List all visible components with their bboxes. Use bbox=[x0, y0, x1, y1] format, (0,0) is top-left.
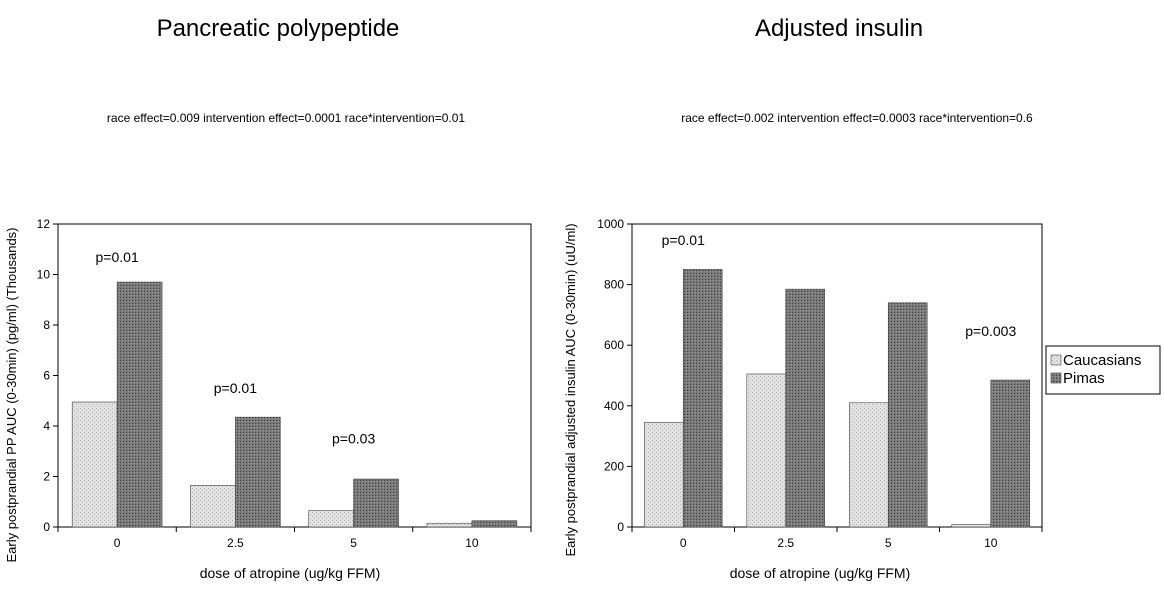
chart1-x-tick-label: 0 bbox=[114, 536, 121, 550]
chart2-bar-caucasians-0 bbox=[643, 422, 684, 528]
chart1-y-tick-label: 4 bbox=[43, 419, 50, 433]
chart2-plot: 0 200 400 600 800 1000 0 2.5 5 10 p=0.01 p=0.003 bbox=[597, 217, 1043, 550]
chart1-bar-caucasians-2.5 bbox=[190, 485, 236, 528]
chart2-x-tick-label: 5 bbox=[885, 536, 892, 550]
chart1-bar-pimas-2.5 bbox=[235, 416, 281, 528]
chart2-bar-caucasians-5 bbox=[848, 402, 889, 528]
chart2-title: Adjusted insulin bbox=[755, 15, 923, 42]
chart2-bar-pimas-10 bbox=[990, 379, 1031, 528]
chart2-y-tick-label: 1000 bbox=[597, 217, 624, 231]
legend-box bbox=[1045, 345, 1161, 395]
chart1-y-tick-label: 0 bbox=[43, 520, 50, 534]
chart2-bar-caucasians-2.5 bbox=[746, 373, 787, 528]
chart1-x-tick-label: 5 bbox=[350, 536, 357, 550]
chart2-y-tick-label: 800 bbox=[604, 278, 624, 292]
chart1-x-tick-label: 2.5 bbox=[227, 536, 244, 550]
chart2-bar-pimas-2.5 bbox=[785, 288, 826, 528]
chart1-bar-pimas-0 bbox=[116, 281, 163, 528]
chart2-y-axis-label: Early postprandial adjusted insulin AUC … bbox=[563, 223, 578, 556]
chart1-p-value-label: p=0.01 bbox=[96, 249, 139, 265]
chart1-bar-caucasians-10 bbox=[426, 522, 473, 528]
chart2-bar-caucasians-10 bbox=[951, 524, 992, 528]
chart2-x-tick-label: 2.5 bbox=[777, 536, 794, 550]
chart1-y-tick-label: 10 bbox=[37, 268, 51, 282]
chart1-p-value-label: p=0.01 bbox=[214, 380, 257, 396]
chart2-p-value-label: p=0.003 bbox=[965, 323, 1016, 339]
chart1-bar-pimas-10 bbox=[471, 520, 518, 528]
chart1-bar-caucasians-0 bbox=[71, 401, 118, 528]
chart2-bar-pimas-0 bbox=[682, 269, 723, 528]
chart1-y-tick-label: 6 bbox=[43, 369, 50, 383]
chart2-x-tick-label: 10 bbox=[984, 536, 998, 550]
chart1-y-tick-label: 8 bbox=[43, 318, 50, 332]
legend-label-caucasians: Caucasians bbox=[1063, 352, 1141, 369]
chart1-p-value-label: p=0.03 bbox=[332, 431, 375, 447]
chart2-x-tick-label: 0 bbox=[680, 536, 687, 550]
chart1-bar-caucasians-5 bbox=[308, 510, 354, 528]
chart2-y-tick-label: 200 bbox=[604, 459, 624, 473]
chart2-y-tick-label: 0 bbox=[617, 520, 624, 534]
chart1-plot: 0 2 4 6 8 10 12 0 2.5 5 10 p=0.01 p=0.01 p=0.03 bbox=[37, 217, 532, 550]
chart2-stats: race effect=0.002 intervention effect=0.… bbox=[681, 111, 1033, 125]
chart1-title: Pancreatic polypeptide bbox=[157, 15, 400, 42]
chart1-bar-pimas-5 bbox=[353, 478, 399, 528]
chart2-bar-pimas-5 bbox=[887, 302, 928, 528]
chart1-y-axis-label: Early postprandial PP AUC (0-30min) (pg/… bbox=[4, 227, 19, 562]
chart2-x-axis-label: dose of atropine (ug/kg FFM) bbox=[730, 565, 911, 581]
chart1-stats: race effect=0.009 intervention effect=0.… bbox=[107, 111, 465, 125]
legend-swatch-pimas bbox=[1050, 372, 1062, 384]
chart1-y-tick-label: 2 bbox=[43, 470, 50, 484]
legend-swatch-caucasians bbox=[1050, 354, 1062, 366]
chart2-y-tick-label: 600 bbox=[604, 338, 624, 352]
chart1-y-tick-label: 12 bbox=[37, 217, 51, 231]
chart1-x-axis-label: dose of atropine (ug/kg FFM) bbox=[200, 565, 381, 581]
legend-label-pimas: Pimas bbox=[1063, 370, 1105, 387]
chart2-p-value-label: p=0.01 bbox=[662, 232, 705, 248]
chart2-y-tick-label: 400 bbox=[604, 399, 624, 413]
chart1-x-tick-label: 10 bbox=[465, 536, 479, 550]
